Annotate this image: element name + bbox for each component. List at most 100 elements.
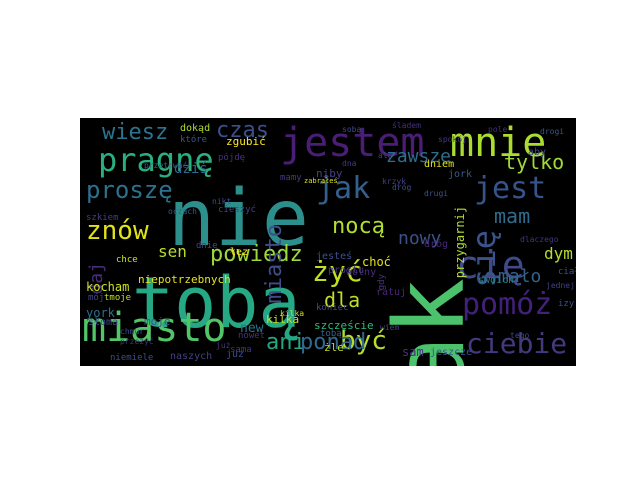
cloud-word: dziś: [174, 161, 208, 177]
cloud-word: tylko: [504, 150, 565, 174]
cloud-word: prostu: [328, 265, 365, 276]
cloud-word: tego: [510, 331, 530, 340]
cloud-word: jednej: [546, 281, 575, 290]
cloud-word: spokój: [438, 135, 467, 144]
cloud-word: mój: [88, 293, 105, 303]
cloud-word: drugi: [424, 189, 449, 198]
cloud-word: przygarnij: [453, 206, 467, 279]
cloud-word: zgubić: [226, 135, 266, 148]
cloud-word: jork: [448, 169, 473, 180]
cloud-word: jesteś: [316, 251, 353, 262]
cloud-word: przetrwać: [144, 161, 188, 170]
cloud-word: pragnę: [98, 141, 214, 179]
cloud-word: dnie: [196, 241, 218, 251]
cloud-word: ratuj: [376, 287, 407, 298]
cloud-word: znów: [86, 216, 149, 246]
cloud-word: nowy: [398, 228, 442, 249]
cloud-word: żle: [324, 341, 344, 354]
cloud-word: ale: [378, 151, 393, 160]
cloud-word: ciał: [558, 267, 576, 277]
cloud-word: być: [340, 326, 387, 356]
cloud-word: koniec: [316, 303, 349, 313]
cloud-word: swoich: [478, 275, 515, 286]
cloud-word: mam: [494, 204, 531, 228]
cloud-word: zabrałeś: [304, 177, 338, 185]
cloud-word: nikt: [212, 197, 232, 206]
cloud-word: new: [240, 321, 264, 336]
cloud-word: szczęście: [314, 319, 374, 332]
cloud-word: dla: [324, 288, 361, 312]
cloud-word: kilka: [266, 313, 300, 326]
cloud-word: miasto: [82, 305, 227, 351]
cloud-word: drogi: [540, 127, 565, 136]
cloud-word: moje: [144, 315, 171, 328]
cloud-word: juz: [226, 349, 245, 360]
cloud-word: czas: [216, 118, 269, 143]
cloud-word: wolny: [346, 267, 377, 278]
cloud-word: dokąd: [180, 123, 211, 134]
cloud-word: żyć: [312, 255, 363, 288]
cloud-word: dlaczego: [520, 235, 559, 244]
cloud-word: chce: [116, 255, 138, 265]
cloud-word: dna: [342, 159, 357, 168]
cloud-word: które: [180, 135, 208, 145]
cloud-word: jestem: [280, 120, 425, 166]
cloud-word: kocham: [86, 280, 130, 294]
cloud-word: sama: [230, 345, 252, 355]
cloud-word: mnie: [450, 120, 547, 166]
cloud-word: cię: [456, 243, 525, 287]
cloud-word: choć: [362, 255, 391, 269]
cloud-word: zawsze: [386, 146, 452, 167]
cloud-word: przeżyć: [120, 337, 154, 346]
cloud-word: pole: [488, 125, 508, 134]
cloud-word: oczach: [168, 207, 197, 216]
cloud-word: szkiem: [86, 213, 119, 223]
cloud-word: sam: [402, 345, 424, 359]
cloud-word: york: [86, 306, 115, 320]
cloud-word: kilka: [280, 309, 305, 318]
cloud-word: nowet: [238, 331, 266, 341]
cloud-word: mało: [498, 266, 542, 287]
cloud-word: łez: [230, 247, 249, 258]
cloud-word: dym: [544, 244, 573, 263]
cloud-word: tmoje: [104, 293, 132, 303]
cloud-word: słoma: [88, 317, 119, 328]
cloud-word: krzyk: [382, 177, 407, 186]
cloud-word: niby: [316, 167, 343, 180]
cloud-word: nie: [168, 174, 309, 264]
cloud-word: aby: [528, 147, 547, 158]
cloud-word: mamy: [280, 173, 302, 183]
cloud-word: chmur: [120, 327, 145, 336]
cloud-word: tobą: [320, 329, 342, 339]
cloud-word: izy: [558, 299, 575, 309]
cloud-word: ponad: [300, 330, 367, 355]
cloud-word: powiedz: [210, 242, 303, 267]
cloud-word: sen: [158, 242, 187, 261]
cloud-word: tobą: [132, 262, 301, 344]
cloud-word: już: [216, 341, 231, 350]
cloud-word: cieszyć: [218, 205, 256, 215]
cloud-word: dróg: [424, 239, 449, 250]
cloud-word: naszych: [170, 351, 213, 362]
cloud-word: miasto: [262, 224, 287, 304]
cloud-word: jak: [316, 171, 371, 206]
cloud-word: niemiele: [110, 353, 154, 363]
cloud-word: pójdę: [218, 153, 246, 163]
cloud-word: jeszcze: [430, 347, 473, 358]
cloud-word: gdy: [377, 274, 387, 291]
cloud-word: pomóż: [462, 287, 553, 322]
cloud-word: niepotrzebnych: [138, 273, 231, 286]
cloud-word: śladem: [392, 121, 421, 130]
cloud-word: nocą: [332, 214, 385, 239]
cloud-word: dniem: [424, 159, 455, 170]
cloud-word: wiem: [380, 323, 400, 332]
cloud-word: jest: [474, 171, 547, 206]
cloud-word: ciebie: [466, 327, 568, 360]
cloud-word: dróg: [392, 183, 412, 192]
cloud-word: ani: [266, 330, 306, 355]
cloud-word: wiesz: [102, 120, 169, 145]
cloud-word: proszę: [86, 176, 173, 204]
cloud-word: sobą: [342, 125, 362, 134]
word-cloud: nie tak tobą jestem mnie miasto pragnę cię pomóż…: [80, 118, 576, 366]
